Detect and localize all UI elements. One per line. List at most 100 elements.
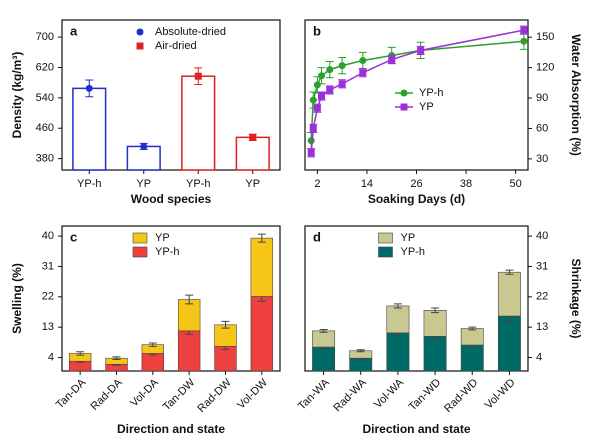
- x-tick-label: Vol-WD: [483, 377, 518, 412]
- error-bar: [393, 303, 402, 309]
- x-axis-title: Soaking Days (d): [368, 192, 465, 206]
- error-bar: [185, 294, 194, 305]
- marker: [136, 28, 144, 36]
- marker: [326, 66, 334, 74]
- plot-frame: [61, 19, 281, 171]
- marker: [359, 57, 367, 65]
- marker: [326, 86, 334, 94]
- bar-segment: [460, 344, 484, 372]
- y-axis-title: Shrinkage (%): [569, 258, 583, 338]
- panel-label: c: [70, 229, 77, 244]
- x-tick-label: 14: [361, 178, 373, 190]
- bar: [181, 75, 216, 171]
- bar-segment: [141, 353, 165, 372]
- y-tick-label: 22: [42, 291, 54, 303]
- x-tick-label: YP: [245, 178, 260, 190]
- x-tick-label: YP-h: [186, 178, 210, 190]
- marker: [313, 104, 321, 112]
- error-bar: [356, 349, 365, 353]
- x-tick-label: YP: [136, 178, 151, 190]
- legend-swatch: [132, 246, 148, 258]
- series-line: [310, 40, 524, 141]
- error-bar: [319, 329, 328, 333]
- x-axis-title: Wood species: [131, 192, 212, 206]
- y-tick-label: 4: [48, 351, 54, 363]
- x-tick-label: Vol-WA: [372, 376, 407, 411]
- y-tick-label: 40: [42, 230, 54, 242]
- bar-segment: [312, 330, 336, 348]
- legend-label: YP: [401, 232, 416, 244]
- panel-label: d: [313, 229, 321, 244]
- plot-frame: [61, 225, 281, 372]
- y-tick-label: 31: [42, 260, 54, 272]
- legend-label: YP-h: [155, 246, 179, 258]
- bar-segment: [497, 315, 521, 372]
- x-tick-label: Rad-DA: [89, 376, 126, 413]
- series-line: [310, 29, 525, 153]
- legend-swatch: [378, 232, 393, 244]
- plot-frame: [304, 225, 529, 372]
- y-tick-label: 380: [36, 153, 54, 165]
- y-tick-label: 540: [36, 92, 54, 104]
- marker: [400, 103, 408, 111]
- bar: [72, 87, 107, 171]
- legend-label: YP: [419, 101, 434, 113]
- x-tick-label: 26: [410, 178, 422, 190]
- marker: [307, 149, 315, 157]
- marker: [309, 96, 317, 104]
- marker: [309, 124, 317, 132]
- y-tick-label: 90: [536, 92, 548, 104]
- error-bar: [76, 351, 85, 356]
- error-bar: [505, 269, 514, 275]
- y-tick-label: 4: [536, 351, 542, 363]
- legend-label: Absolute-dried: [155, 26, 226, 38]
- y-tick-label: 60: [536, 122, 548, 134]
- marker: [307, 137, 315, 145]
- y-tick-label: 700: [36, 31, 54, 43]
- y-tick-label: 22: [536, 291, 548, 303]
- x-tick-label: Vol-DW: [235, 376, 270, 411]
- marker: [136, 42, 144, 50]
- error-bar: [257, 233, 266, 243]
- y-tick-label: 460: [36, 122, 54, 134]
- y-tick-label: 31: [536, 260, 548, 272]
- x-tick-label: Rad-WA: [331, 376, 369, 414]
- x-tick-label: 38: [460, 178, 472, 190]
- x-tick-label: 2: [314, 178, 320, 190]
- marker: [417, 46, 425, 54]
- error-bar: [112, 356, 121, 361]
- marker: [318, 72, 326, 80]
- bar-segment: [423, 310, 447, 337]
- legend-swatch: [378, 246, 393, 258]
- bar-segment: [349, 357, 373, 372]
- y-tick-label: 13: [536, 321, 548, 333]
- bar-segment: [250, 237, 274, 297]
- legend-label: YP-h: [401, 246, 425, 258]
- legend-label: YP: [155, 232, 170, 244]
- x-tick-label: Rad-WD: [442, 377, 480, 415]
- marker: [400, 89, 408, 97]
- marker: [338, 80, 346, 88]
- error-bar: [431, 307, 440, 314]
- bar-segment: [250, 296, 274, 372]
- legend-label: Air-dried: [155, 40, 197, 52]
- error-bar: [148, 342, 157, 347]
- bar-segment: [386, 332, 410, 372]
- marker: [520, 37, 528, 45]
- legend-label: YP-h: [419, 87, 443, 99]
- y-axis-title: Water Absorption (%): [569, 34, 583, 156]
- legend-swatch: [132, 232, 148, 244]
- bar-segment: [460, 328, 484, 346]
- bar-segment: [214, 346, 237, 372]
- marker: [249, 133, 257, 141]
- y-tick-label: 150: [536, 31, 554, 43]
- x-tick-label: Rad-DW: [195, 376, 234, 415]
- error-bar: [221, 320, 230, 329]
- bar-segment: [177, 330, 201, 372]
- x-axis-title: Direction and state: [117, 422, 225, 436]
- x-tick-label: Tan-WA: [296, 376, 332, 412]
- bar-segment: [497, 271, 521, 317]
- x-tick-label: Tan-WD: [407, 377, 444, 414]
- marker: [318, 92, 326, 100]
